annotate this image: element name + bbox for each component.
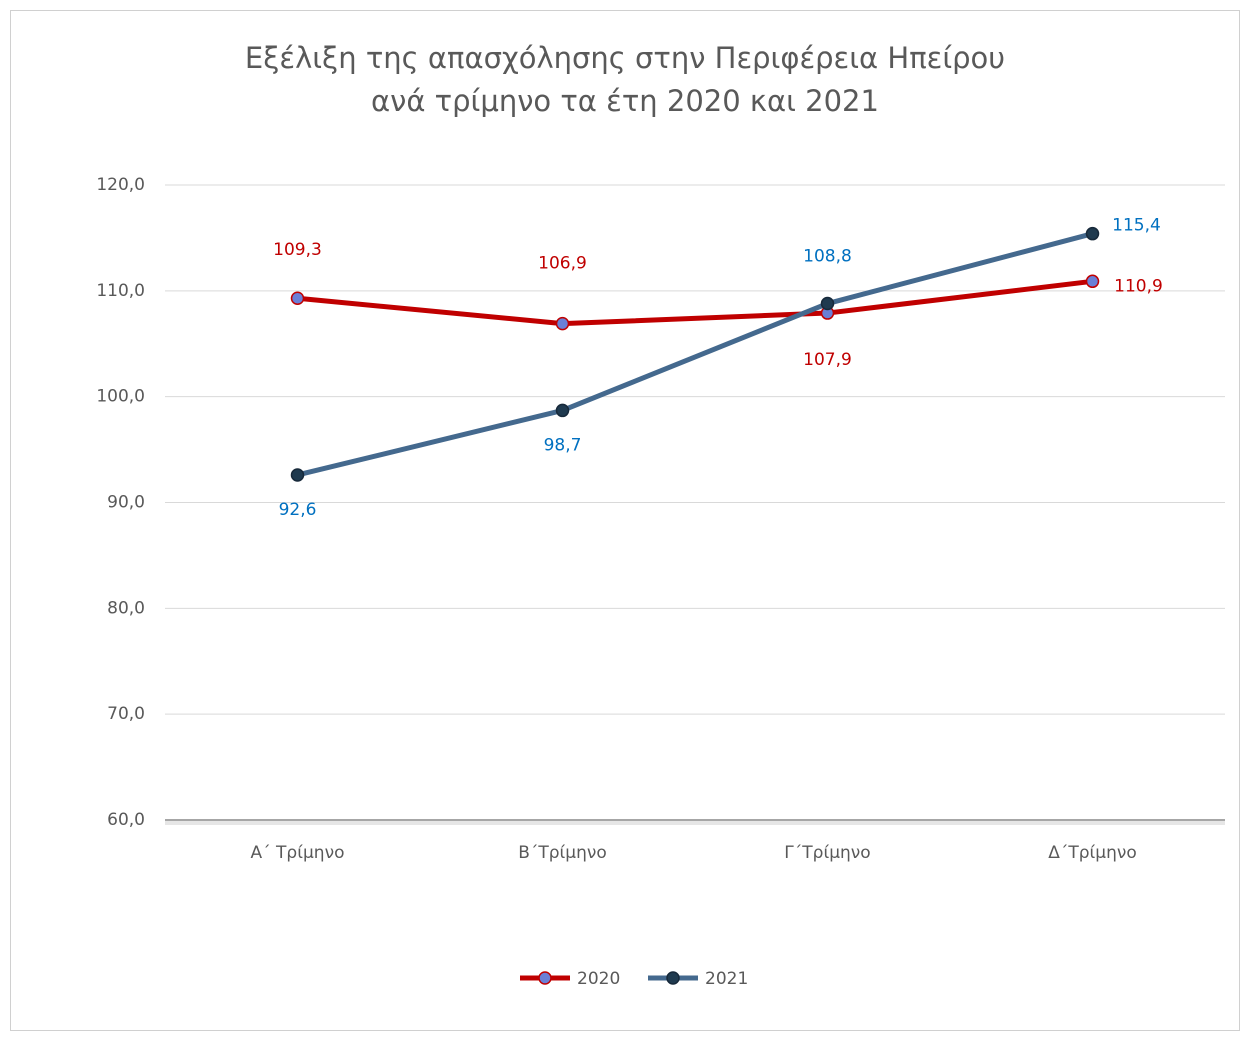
marker — [555, 316, 570, 331]
chart-border — [10, 10, 1240, 1031]
data-label: 92,6 — [279, 500, 317, 520]
series-line — [297, 278, 1093, 327]
chart-title: Εξέλιξη της απασχόλησης στην Περιφέρεια … — [245, 41, 1005, 75]
legend-marker — [538, 971, 552, 985]
x-tick-label: Α΄ Τρίμηνο — [251, 843, 345, 863]
legend-label: 2021 — [705, 969, 748, 989]
y-tick-label: 80,0 — [107, 598, 145, 618]
y-tick-label: 100,0 — [96, 387, 145, 407]
y-tick-label: 110,0 — [96, 281, 145, 301]
legend-marker — [666, 971, 680, 985]
x-tick-label: Δ΄Τρίμηνο — [1048, 843, 1137, 863]
data-label: 98,7 — [544, 435, 582, 455]
y-tick-label: 120,0 — [96, 175, 145, 195]
marker — [820, 296, 835, 311]
x-tick-label: Β΄Τρίμηνο — [518, 843, 607, 863]
marker — [555, 403, 570, 418]
y-tick-label: 60,0 — [107, 810, 145, 830]
x-tick-label: Γ΄Τρίμηνο — [784, 843, 870, 863]
data-label: 106,9 — [538, 254, 587, 274]
marker — [1085, 226, 1100, 241]
data-label: 109,3 — [273, 240, 322, 260]
y-tick-label: 70,0 — [107, 704, 145, 724]
data-label: 110,9 — [1114, 276, 1163, 296]
data-label: 115,4 — [1112, 216, 1161, 236]
legend-label: 2020 — [577, 969, 620, 989]
marker — [290, 291, 305, 305]
marker — [290, 468, 305, 482]
data-label: 107,9 — [803, 350, 852, 370]
data-label: 108,8 — [803, 247, 852, 267]
chart-title: ανά τρίμηνο τα έτη 2020 και 2021 — [371, 84, 879, 118]
series-line — [296, 231, 1094, 478]
marker — [1085, 274, 1100, 289]
y-tick-label: 90,0 — [107, 493, 145, 513]
